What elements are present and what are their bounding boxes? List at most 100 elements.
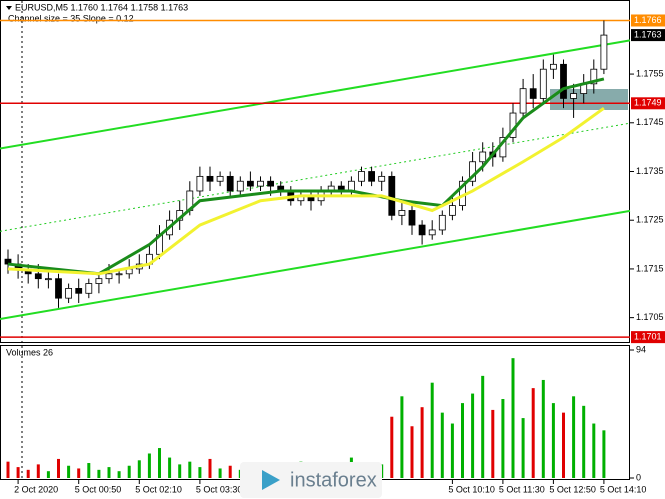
candle-body xyxy=(34,273,42,280)
volume-bar xyxy=(137,460,141,478)
volume-bar xyxy=(491,409,495,478)
volume-bar xyxy=(26,469,30,478)
volume-bar xyxy=(602,430,606,478)
candle-body xyxy=(428,229,436,236)
watermark: instaforex xyxy=(290,469,377,491)
zone-box xyxy=(550,89,628,110)
volume-tick-label: 94 xyxy=(636,344,646,354)
x-tick-label: 5 Oct 14:10 xyxy=(600,484,647,494)
volume-bar xyxy=(178,464,182,478)
candle-body xyxy=(75,288,83,294)
last-price-label: 1.1763 xyxy=(634,29,662,39)
candle-body xyxy=(85,283,93,294)
candle-body xyxy=(196,175,204,192)
candle-body xyxy=(257,180,264,187)
candle-body xyxy=(408,210,416,226)
level-label: 1.1766 xyxy=(634,15,662,25)
candle-body xyxy=(115,273,123,276)
y-tick-label: 1.1735 xyxy=(636,166,664,176)
y-tick-label: 1.1725 xyxy=(636,215,664,225)
watermark-box xyxy=(240,462,382,498)
candle-body xyxy=(448,205,456,216)
volume-bar xyxy=(450,423,454,478)
level-label-box xyxy=(631,14,665,27)
candle-body xyxy=(398,210,406,216)
volume-bar xyxy=(36,464,40,478)
volume-bar xyxy=(16,467,20,478)
volume-bar xyxy=(461,403,464,478)
volume-bar xyxy=(77,468,81,478)
volume-bar xyxy=(430,382,434,478)
candle-body xyxy=(105,273,113,280)
chart-subtitle: Channel size = 35 Slope = 0.12 xyxy=(8,13,134,23)
level-label-box xyxy=(631,331,665,344)
last-price-box xyxy=(631,29,665,42)
candle-body xyxy=(539,68,547,99)
volume-bar xyxy=(46,471,50,478)
symbol-arrow xyxy=(6,6,12,10)
level-label: 1.1701 xyxy=(634,332,662,342)
volume-bar xyxy=(501,399,505,478)
volume-bar xyxy=(410,426,414,478)
volume-tick-label: 0 xyxy=(636,472,641,482)
candle-body xyxy=(55,278,62,299)
candle-body xyxy=(206,175,214,182)
volume-bar xyxy=(440,412,444,478)
candle-body xyxy=(418,224,426,236)
volume-bar xyxy=(6,461,10,478)
plot-layer: 1.1705 1.1715 1.1725 1.1735 1.1745 1.1755 0 94 1… xyxy=(0,14,665,494)
volume-bar xyxy=(582,405,586,478)
x-tick-label: 5 Oct 11:30 xyxy=(499,484,545,494)
volume-bar xyxy=(168,457,172,478)
volume-bar xyxy=(521,418,525,478)
price-panel-frame xyxy=(0,0,630,343)
candle-body xyxy=(226,175,234,192)
candle-body xyxy=(216,175,224,182)
channel-line xyxy=(0,209,631,321)
channel-line xyxy=(0,122,631,232)
level-label-box xyxy=(631,97,665,110)
y-tick-label: 1.1755 xyxy=(636,68,664,78)
candle-body xyxy=(560,63,567,99)
moving-average xyxy=(7,106,605,276)
x-tick-label: 5 Oct 00:50 xyxy=(75,484,122,494)
candle-body xyxy=(570,93,577,99)
volume-bar xyxy=(107,467,111,478)
candle-body xyxy=(388,175,396,216)
x-tick-label: 5 Oct 12:50 xyxy=(549,484,596,494)
volume-bar xyxy=(592,423,596,478)
volume-bar xyxy=(208,458,212,478)
volume-bar xyxy=(400,396,404,478)
volume-label: Volumes 26 xyxy=(6,347,53,357)
candle-body xyxy=(358,171,365,182)
volume-bar xyxy=(127,465,131,478)
candle-body xyxy=(368,171,376,182)
chart-title: EURUSD,M5 1.1760 1.1764 1.1758 1.1763 xyxy=(15,2,188,12)
candle-body xyxy=(600,34,608,70)
candle-body xyxy=(378,175,386,182)
x-tick-label: 5 Oct 03:30 xyxy=(196,484,243,494)
volume-bar xyxy=(147,453,151,478)
volume-bar xyxy=(198,467,202,478)
candle-body xyxy=(590,68,598,85)
candle-body xyxy=(45,278,52,281)
volume-bar xyxy=(562,412,565,478)
volume-bar xyxy=(57,458,60,478)
volume-bar xyxy=(188,461,192,478)
volume-bar xyxy=(117,471,121,478)
watermark-icon xyxy=(262,470,280,490)
candle-body xyxy=(65,288,72,299)
candle-body xyxy=(246,180,254,187)
candle-body xyxy=(550,63,557,70)
volume-bar xyxy=(87,463,91,478)
volume-bar xyxy=(572,396,576,478)
level-label: 1.1749 xyxy=(634,98,662,108)
x-tick-label: 2 Oct 2020 xyxy=(14,484,58,494)
volume-bar xyxy=(511,358,515,478)
candle-body xyxy=(267,180,275,187)
candle-body xyxy=(519,88,527,114)
candle-body xyxy=(236,180,244,192)
volume-bar xyxy=(97,469,101,478)
